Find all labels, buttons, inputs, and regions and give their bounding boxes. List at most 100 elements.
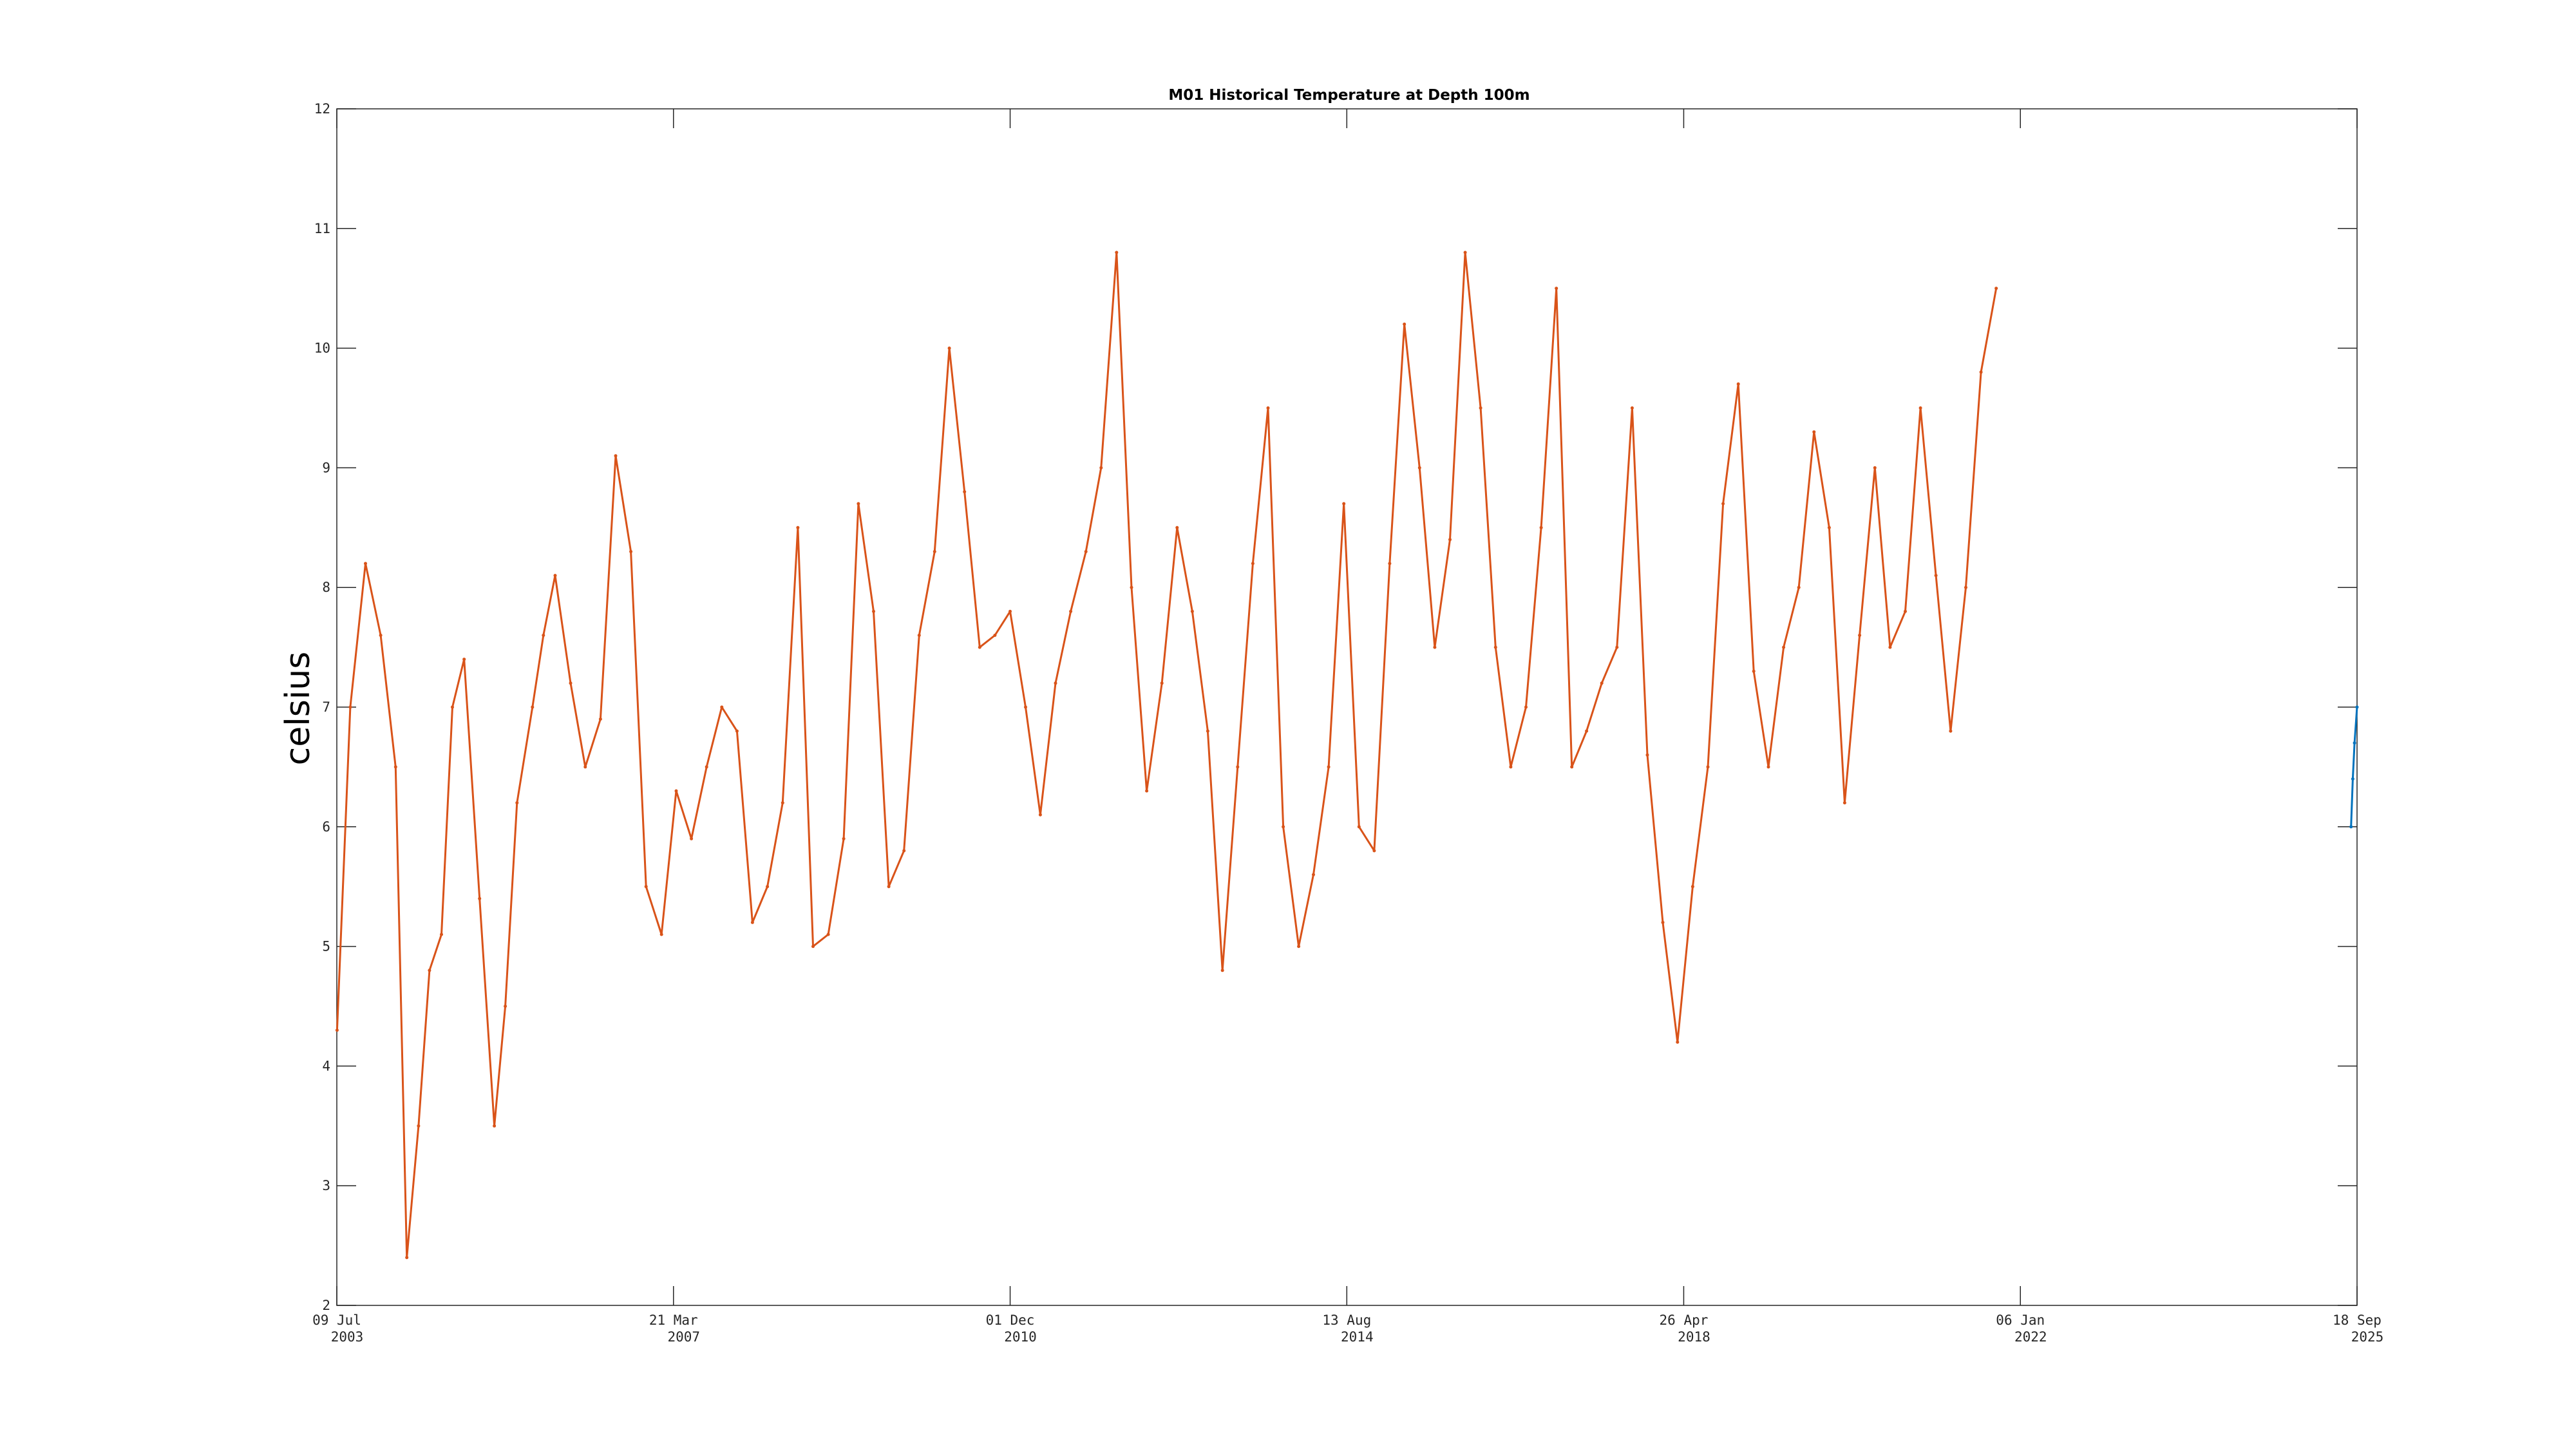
- data-point: [428, 969, 431, 972]
- data-point: [1752, 669, 1756, 673]
- y-tick-label: 8: [322, 580, 330, 595]
- data-point: [902, 849, 906, 853]
- data-point: [364, 562, 367, 565]
- y-tick-label: 3: [322, 1178, 330, 1193]
- data-point: [720, 705, 724, 709]
- data-point: [1388, 562, 1392, 565]
- x-tick-label: 09 Jul: [312, 1312, 361, 1328]
- data-point: [644, 885, 648, 889]
- data-point: [1782, 645, 1786, 649]
- data-point: [1297, 945, 1301, 949]
- data-point: [1009, 609, 1012, 613]
- data-point: [1797, 585, 1801, 589]
- data-point: [1069, 609, 1073, 613]
- data-point: [1236, 765, 1240, 769]
- data-point: [1615, 645, 1619, 649]
- data-point: [1873, 466, 1877, 469]
- data-point: [1555, 287, 1558, 290]
- data-point: [335, 1028, 339, 1032]
- data-point: [1403, 322, 1406, 326]
- data-point: [1904, 609, 1907, 613]
- data-point: [2353, 741, 2356, 745]
- data-point: [1690, 885, 1694, 889]
- data-point: [1509, 765, 1513, 769]
- data-point: [993, 634, 997, 637]
- data-point: [1417, 466, 1421, 469]
- data-point: [1130, 585, 1133, 589]
- data-point: [542, 634, 545, 637]
- data-point: [515, 801, 519, 805]
- data-point: [2351, 777, 2354, 781]
- data-point: [1206, 729, 1209, 733]
- data-point: [1858, 634, 1862, 637]
- data-point: [1827, 526, 1831, 529]
- data-point: [1448, 538, 1452, 542]
- data-point: [811, 945, 815, 949]
- data-point: [1661, 920, 1665, 924]
- data-point: [978, 645, 981, 649]
- data-point: [1312, 873, 1315, 876]
- data-point: [796, 526, 800, 529]
- data-point: [1630, 406, 1634, 410]
- data-point: [1342, 502, 1346, 506]
- data-point: [1949, 729, 1953, 733]
- data-point: [379, 634, 383, 637]
- data-point: [690, 837, 694, 840]
- data-point: [1721, 502, 1725, 506]
- series-layer: [335, 251, 2359, 1260]
- data-point: [1706, 765, 1710, 769]
- data-point: [583, 765, 587, 769]
- data-point: [1645, 753, 1649, 757]
- data-point: [750, 920, 754, 924]
- data-point: [1024, 705, 1027, 709]
- data-point: [842, 837, 846, 840]
- data-point: [1115, 251, 1119, 254]
- data-point: [1994, 287, 1998, 290]
- series-line-2: [2350, 706, 2358, 827]
- x-tick-label: 13 Aug: [1322, 1312, 1371, 1328]
- plot-area-frame: [336, 108, 2358, 1306]
- data-point: [1479, 406, 1482, 410]
- data-point: [1145, 789, 1149, 793]
- data-point: [1190, 609, 1194, 613]
- data-point: [917, 634, 921, 637]
- data-point: [1160, 681, 1164, 685]
- data-point: [493, 1124, 497, 1128]
- data-point: [569, 681, 573, 685]
- data-point: [674, 789, 678, 793]
- y-tick-label: 9: [322, 460, 330, 475]
- data-point: [1463, 251, 1467, 254]
- y-tick-label: 5: [322, 939, 330, 954]
- x-tick-year-label: 2010: [1004, 1329, 1037, 1345]
- data-point: [1585, 729, 1589, 733]
- x-tick-year-label: 2007: [667, 1329, 700, 1345]
- x-tick-label: 01 Dec: [986, 1312, 1035, 1328]
- data-point: [1888, 645, 1892, 649]
- data-point: [1327, 765, 1331, 769]
- series-line-1: [336, 251, 1998, 1259]
- data-point: [1964, 585, 1967, 589]
- y-tick-label: 2: [322, 1298, 330, 1313]
- data-point: [1766, 765, 1770, 769]
- data-point: [614, 454, 618, 458]
- data-point: [1433, 645, 1437, 649]
- data-point: [1372, 849, 1376, 853]
- data-point: [478, 896, 482, 900]
- data-point: [766, 885, 770, 889]
- data-point: [1539, 526, 1543, 529]
- data-point: [417, 1124, 421, 1128]
- data-point: [1918, 406, 1922, 410]
- data-point: [2355, 705, 2359, 709]
- data-point: [963, 490, 967, 494]
- data-point: [735, 729, 739, 733]
- y-tick-label: 12: [314, 101, 330, 117]
- data-point: [781, 801, 784, 805]
- data-point: [872, 609, 875, 613]
- data-point: [440, 933, 443, 936]
- x-tick-year-label: 2022: [2014, 1329, 2047, 1345]
- data-point: [1676, 1040, 1680, 1044]
- x-tick-label: 06 Jan: [1996, 1312, 2045, 1328]
- data-point: [826, 933, 830, 936]
